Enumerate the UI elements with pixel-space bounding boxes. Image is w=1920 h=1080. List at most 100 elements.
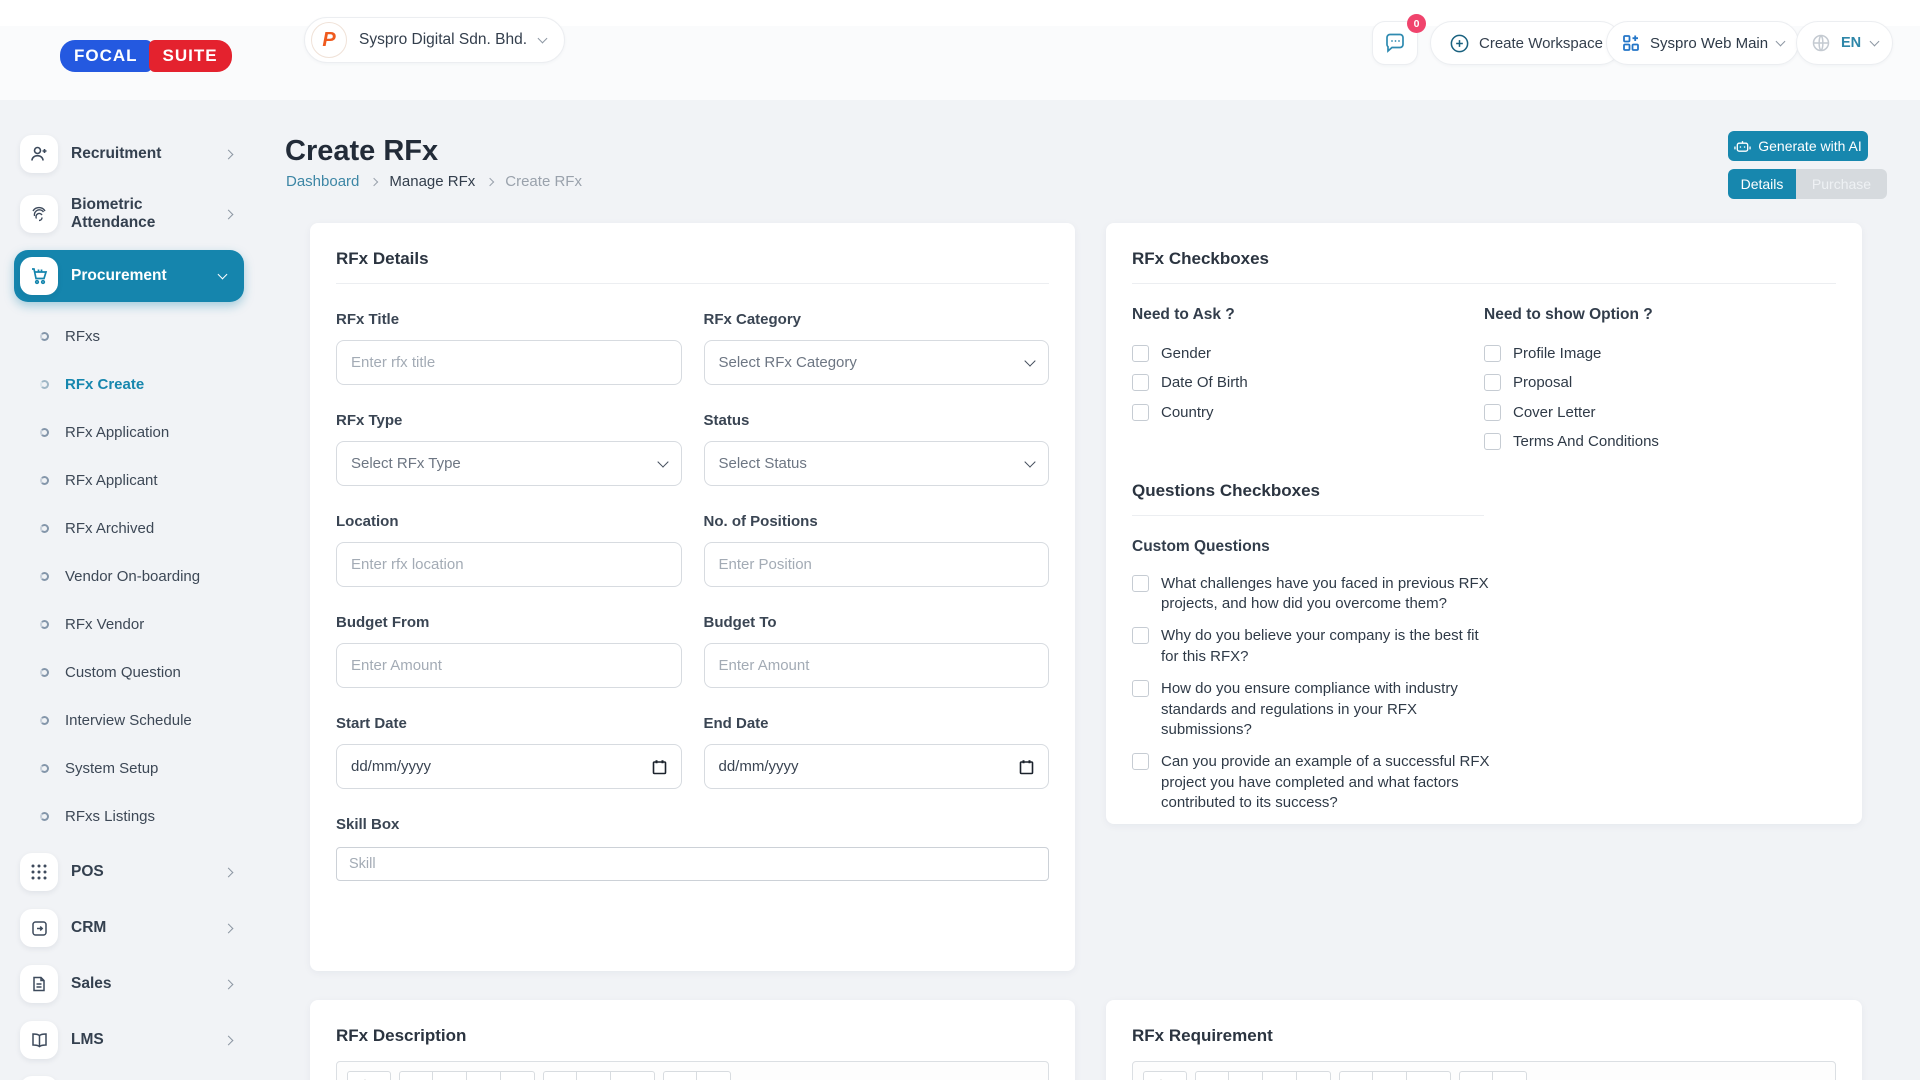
sidebar-item-pos[interactable]: POS — [14, 844, 244, 900]
sidebar-item-label: Biometric Attendance — [71, 196, 156, 231]
checkbox-icon[interactable] — [1132, 574, 1149, 592]
breadcrumb-manage-rfx[interactable]: Manage RFx — [389, 173, 476, 190]
sidebar-item-lms[interactable]: LMS — [14, 1012, 244, 1068]
checkbox-profile-image[interactable]: Profile Image — [1484, 344, 1836, 364]
checkbox-icon[interactable] — [1132, 753, 1149, 771]
sidebar-subitem-interview-schedule[interactable]: Interview Schedule — [14, 696, 244, 744]
checkbox-proposal[interactable]: Proposal — [1484, 373, 1836, 393]
checkbox-icon[interactable] — [1132, 403, 1149, 421]
checkbox-cover-letter[interactable]: Cover Letter — [1484, 403, 1836, 423]
style-magic-button[interactable] — [1143, 1071, 1187, 1080]
style-magic-button[interactable] — [347, 1071, 391, 1080]
breadcrumb-dashboard[interactable]: Dashboard — [286, 173, 360, 190]
underline-button[interactable]: U — [1263, 1071, 1297, 1080]
checkbox-question-1[interactable]: What challenges have you faced in previo… — [1132, 574, 1836, 615]
calendar-icon[interactable] — [652, 759, 667, 775]
sidebar-subitem-vendor-onboarding[interactable]: Vendor On-boarding — [14, 552, 244, 600]
language-selector[interactable]: EN — [1796, 21, 1894, 65]
calendar-icon[interactable] — [1019, 759, 1034, 775]
sidebar-subitem-rfx-archived[interactable]: RFx Archived — [14, 504, 244, 552]
unlink-button[interactable] — [1493, 1071, 1527, 1080]
details-purchase-tabs: Details Purchase — [1728, 169, 1887, 199]
need-to-show-group: Need to show Option ? Profile Image Prop… — [1484, 306, 1836, 453]
rfx-title-input[interactable] — [336, 340, 682, 385]
sidebar-subitem-system-setup[interactable]: System Setup — [14, 744, 244, 792]
chevron-right-icon — [223, 209, 234, 219]
checkbox-question-2[interactable]: Why do you believe your company is the b… — [1132, 626, 1836, 667]
paragraph-align-button[interactable] — [1407, 1071, 1451, 1080]
checkbox-icon[interactable] — [1484, 374, 1501, 392]
location-input[interactable] — [336, 542, 682, 587]
ordered-list-button[interactable] — [1373, 1071, 1407, 1080]
strikethrough-button[interactable]: S — [501, 1071, 535, 1080]
checkbox-icon[interactable] — [1132, 627, 1149, 645]
checkbox-icon[interactable] — [1484, 433, 1501, 451]
sidebar-subitem-rfx-vendor[interactable]: RFx Vendor — [14, 600, 244, 648]
checkbox-icon[interactable] — [1132, 680, 1149, 698]
budget-to-input[interactable] — [703, 643, 1049, 688]
checkbox-question-4[interactable]: Can you provide an example of a successf… — [1132, 752, 1836, 813]
rfx-category-select[interactable]: Select RFx Category — [703, 340, 1049, 385]
status-select[interactable]: Select Status — [703, 441, 1049, 486]
sidebar-subitem-custom-question[interactable]: Custom Question — [14, 648, 244, 696]
chat-button[interactable]: 0 — [1372, 14, 1426, 65]
rfx-description-editor[interactable]: B I U S — [336, 1061, 1049, 1080]
budget-from-input[interactable] — [336, 643, 682, 688]
checkbox-icon[interactable] — [1484, 403, 1501, 421]
unlink-button[interactable] — [697, 1071, 731, 1080]
checkbox-question-3[interactable]: How do you ensure compliance with indust… — [1132, 679, 1836, 740]
sidebar-item-procurement[interactable]: Procurement — [14, 250, 244, 302]
field-label-start-date: Start Date — [336, 715, 407, 732]
document-icon — [20, 965, 58, 1003]
sidebar-item-biometric-attendance[interactable]: Biometric Attendance — [14, 182, 244, 246]
rfx-requirement-editor[interactable]: B I U S — [1132, 1061, 1836, 1080]
sidebar-subitem-rfx-applicant[interactable]: RFx Applicant — [14, 456, 244, 504]
positions-input[interactable] — [703, 542, 1049, 587]
bold-button[interactable]: B — [1195, 1071, 1229, 1080]
sidebar-subitem-rfx-create[interactable]: RFx Create — [14, 360, 244, 408]
checkbox-country[interactable]: Country — [1132, 403, 1484, 423]
start-date-input[interactable]: dd/mm/yyyy — [336, 744, 682, 789]
ordered-list-button[interactable] — [577, 1071, 611, 1080]
checkbox-terms-and-conditions[interactable]: Terms And Conditions — [1484, 432, 1836, 452]
checkbox-date-of-birth[interactable]: Date Of Birth — [1132, 373, 1484, 393]
bold-button[interactable]: B — [399, 1071, 433, 1080]
create-workspace-button[interactable]: Create Workspace — [1430, 21, 1622, 65]
tab-purchase[interactable]: Purchase — [1796, 169, 1887, 199]
italic-button[interactable]: I — [433, 1071, 467, 1080]
person-plus-icon — [20, 135, 58, 173]
sidebar-subitem-rfxs-listings[interactable]: RFxs Listings — [14, 792, 244, 840]
paragraph-align-button[interactable] — [611, 1071, 655, 1080]
link-button[interactable] — [663, 1071, 697, 1080]
checkbox-icon[interactable] — [1484, 345, 1501, 362]
sidebar-subitem-rfx-application[interactable]: RFx Application — [14, 408, 244, 456]
chevron-down-icon — [1024, 456, 1036, 468]
brand-logo[interactable]: FOCAL SUITE — [60, 40, 232, 72]
sidebar-item-label: LMS — [71, 1031, 104, 1049]
rfx-description-card: RFx Description B I U S — [310, 1000, 1075, 1080]
checkbox-icon[interactable] — [1132, 374, 1149, 392]
sidebar-item-recruitment[interactable]: Recruitment — [14, 126, 244, 182]
checkbox-icon[interactable] — [1132, 345, 1149, 362]
italic-button[interactable]: I — [1229, 1071, 1263, 1080]
underline-button[interactable]: U — [467, 1071, 501, 1080]
chevron-right-icon — [486, 177, 495, 186]
sidebar-item-sales[interactable]: Sales — [14, 956, 244, 1012]
sidebar-item-crm[interactable]: CRM — [14, 900, 244, 956]
rfx-type-select[interactable]: Select RFx Type — [336, 441, 682, 486]
checkbox-gender[interactable]: Gender — [1132, 344, 1484, 364]
tab-details[interactable]: Details — [1728, 169, 1796, 199]
company-selector[interactable]: P Syspro Digital Sdn. Bhd. — [304, 17, 566, 63]
link-button[interactable] — [1459, 1071, 1493, 1080]
generate-with-ai-button[interactable]: Generate with AI — [1728, 131, 1868, 161]
strikethrough-button[interactable]: S — [1297, 1071, 1331, 1080]
unordered-list-button[interactable] — [1339, 1071, 1373, 1080]
end-date-input[interactable]: dd/mm/yyyy — [703, 744, 1049, 789]
workspace-selector[interactable]: Syspro Web Main — [1606, 21, 1800, 65]
unordered-list-button[interactable] — [543, 1071, 577, 1080]
chevron-down-icon — [656, 456, 669, 468]
sidebar-item-label: POS — [71, 863, 104, 881]
sidebar-subitem-rfxs[interactable]: RFxs — [14, 312, 244, 360]
chevron-down-icon — [1869, 36, 1880, 47]
skill-input[interactable] — [336, 847, 1049, 881]
